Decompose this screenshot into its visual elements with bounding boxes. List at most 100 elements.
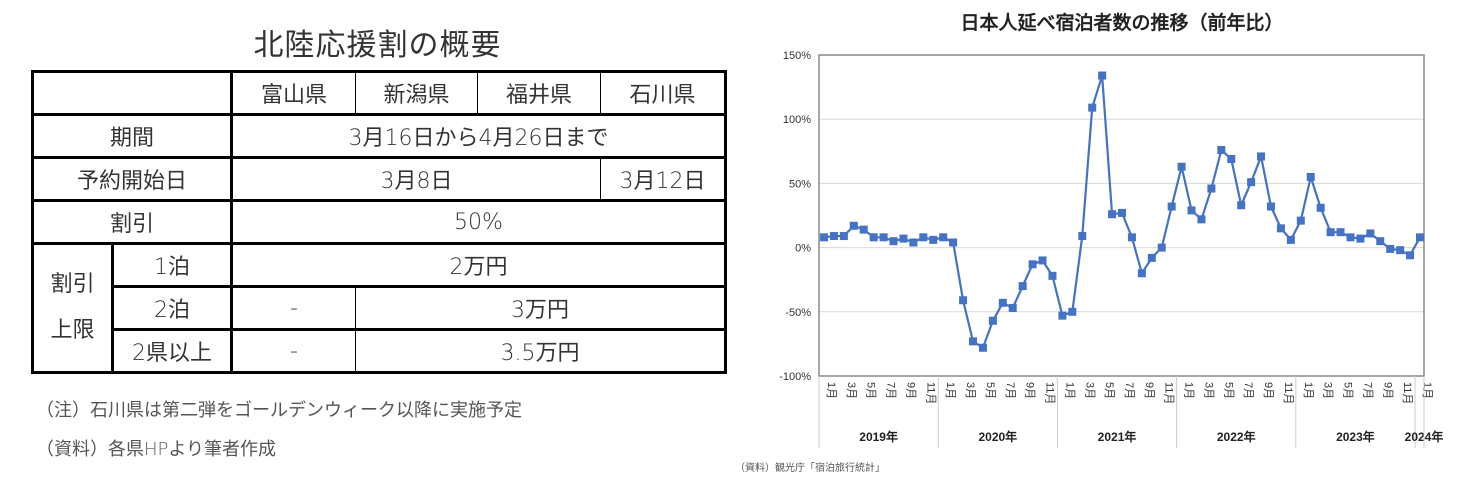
y-tick-label: 150% (783, 50, 811, 62)
data-point-marker (849, 221, 858, 230)
booking-start-value-three-prefs: 3月8日 (230, 156, 601, 202)
x-month-label: 11月 (924, 382, 936, 404)
x-month-label: 5月 (865, 382, 877, 399)
x-month-label: 7月 (1242, 382, 1254, 399)
data-point-marker (919, 233, 928, 242)
x-month-label: 3月 (845, 382, 857, 399)
x-month-label: 7月 (1004, 382, 1016, 399)
x-month-label: 3月 (1322, 382, 1334, 399)
data-point-marker (1118, 208, 1126, 217)
data-point-marker (889, 237, 898, 246)
data-point-marker (820, 233, 828, 242)
table-title: 北陸応援割の概要 (253, 28, 502, 63)
y-tick-label: -50% (785, 307, 811, 319)
multi-pref-label: 2県以上 (111, 328, 233, 374)
data-point-marker (1326, 228, 1335, 237)
two-nights-toyama: - (230, 285, 356, 331)
header-ishikawa: 石川県 (600, 70, 727, 116)
x-year-label: 2020年 (978, 429, 1017, 444)
header-toyama: 富山県 (230, 70, 356, 116)
data-point-marker (1167, 202, 1176, 211)
x-month-label: 1月 (1421, 382, 1433, 399)
header-corner-cell (31, 70, 233, 116)
data-point-marker (949, 238, 958, 247)
data-point-marker (939, 233, 948, 242)
x-month-label: 7月 (1123, 382, 1135, 399)
data-point-marker (1237, 201, 1246, 210)
discount-row: 割引 50% (31, 199, 727, 245)
multi-pref-others: 3.5万円 (355, 328, 727, 374)
data-point-marker (1207, 184, 1216, 193)
data-point-marker (1416, 233, 1424, 242)
limit-multi-pref-row: 2県以上 - 3.5万円 (33, 328, 727, 374)
x-month-label: 3月 (1083, 382, 1095, 399)
table-source: （資料）各県HPより筆者作成 (36, 439, 277, 460)
data-point-marker (1028, 260, 1037, 269)
x-month-label: 11月 (1044, 382, 1056, 404)
x-month-label: 3月 (1202, 382, 1214, 399)
data-point-marker (959, 296, 968, 305)
limit-two-nights-row: 2泊 - 3万円 (33, 285, 727, 331)
period-row: 期間 3月16日から4月26日まで (31, 113, 727, 159)
x-month-label: 1月 (825, 382, 837, 399)
data-point-marker (1147, 253, 1156, 262)
data-point-marker (1316, 203, 1325, 212)
data-point-marker (1157, 243, 1166, 252)
data-point-marker (1078, 232, 1087, 241)
data-point-marker (1068, 307, 1077, 316)
header-fukui: 福井県 (477, 70, 601, 116)
data-point-marker (1296, 216, 1305, 225)
header-row: 富山県 新潟県 福井県 石川県 (31, 70, 727, 116)
data-point-marker (1306, 172, 1315, 181)
one-night-value: 2万円 (230, 242, 727, 288)
y-tick-label: 100% (783, 114, 811, 126)
y-tick-label: -100% (779, 371, 811, 383)
two-nights-others: 3万円 (355, 285, 727, 331)
data-point-marker (1098, 71, 1107, 80)
x-year-label: 2019年 (859, 429, 898, 444)
period-value: 3月16日から4月26日まで (230, 113, 727, 159)
chart-title: 日本人延べ宿泊者数の推移（前年比） (960, 12, 1284, 34)
line-chart: 150% 100% 50% 0% -50% -100% 1月 3月 5月 7月 9月 11月 2019年… (779, 50, 1443, 448)
data-point-marker (829, 232, 838, 241)
data-point-marker (1267, 202, 1275, 211)
data-point-marker (988, 316, 997, 325)
x-month-label: 1月 (1183, 382, 1195, 399)
x-month-label: 11月 (1282, 382, 1294, 404)
x-month-label: 11月 (1163, 382, 1175, 404)
limit-one-night-row: 割引 上限 1泊 2万円 (31, 242, 727, 374)
data-point-marker (1227, 155, 1236, 164)
data-point-marker (909, 238, 918, 247)
x-month-label: 9月 (904, 382, 916, 399)
x-month-label: 5月 (1103, 382, 1115, 399)
plot-area-border (818, 54, 1425, 377)
x-year-label: 2023年 (1336, 429, 1375, 444)
data-point-marker (1038, 256, 1047, 265)
data-point-marker (1217, 146, 1226, 155)
data-point-marker (1048, 271, 1057, 280)
discount-label: 割引 (31, 199, 233, 245)
data-point-marker (1187, 206, 1196, 215)
data-point-marker (1127, 233, 1136, 242)
hokuriku-discount-table: 富山県 新潟県 福井県 石川県 期間 3月16日から4月26日まで 予約開始日 … (31, 70, 727, 374)
x-month-label: 1月 (944, 382, 956, 399)
x-month-label: 9月 (1381, 382, 1393, 399)
data-point-marker (879, 233, 888, 242)
data-point-marker (1137, 269, 1146, 278)
data-point-marker (839, 232, 848, 241)
x-month-label: 9月 (1262, 382, 1274, 399)
x-month-label: 1月 (1063, 382, 1075, 399)
data-point-marker (1376, 237, 1385, 246)
x-month-label: 5月 (984, 382, 996, 399)
data-point-marker (1386, 244, 1395, 253)
x-year-label: 2022年 (1217, 429, 1256, 444)
one-night-label: 1泊 (111, 242, 233, 288)
x-month-label: 5月 (1342, 382, 1354, 399)
booking-start-row: 予約開始日 3月8日 3月12日 (31, 156, 727, 202)
discount-limit-label: 割引 上限 (31, 242, 114, 374)
data-point-marker (1197, 215, 1206, 224)
two-nights-label: 2泊 (111, 285, 233, 331)
discount-value: 50% (230, 199, 727, 245)
data-point-marker (998, 298, 1007, 307)
discount-limit-label-line1: 割引 (50, 272, 95, 297)
